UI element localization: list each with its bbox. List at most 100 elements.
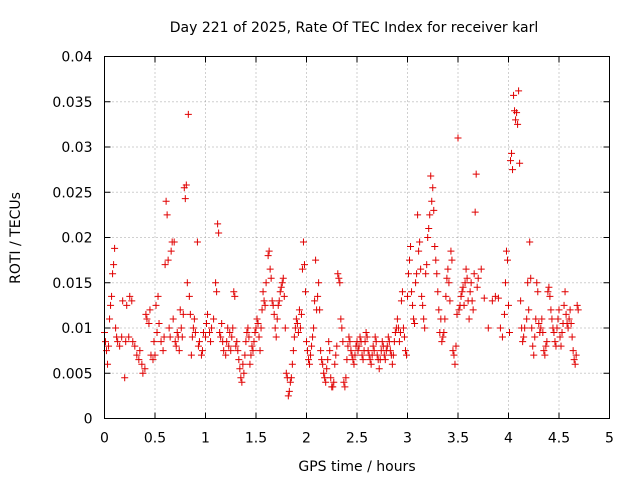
data-point (568, 333, 576, 341)
data-point (401, 347, 409, 355)
data-point (186, 310, 194, 318)
data-point (138, 360, 146, 368)
data-point (354, 347, 362, 355)
data-point (446, 297, 454, 305)
data-point (383, 342, 391, 350)
data-point (418, 292, 426, 300)
data-point (452, 342, 460, 350)
data-point (526, 238, 534, 246)
data-point (293, 319, 301, 327)
data-point (384, 333, 392, 341)
data-point (190, 315, 198, 323)
data-point (538, 315, 546, 323)
data-point (349, 356, 357, 364)
data-point (554, 315, 562, 323)
data-point (367, 360, 375, 368)
data-point (372, 338, 380, 346)
data-point (153, 329, 161, 337)
data-point (312, 256, 320, 264)
data-point (184, 110, 192, 118)
data-point (428, 197, 436, 205)
data-point (351, 351, 359, 359)
data-point (345, 333, 353, 341)
data-point (454, 134, 462, 142)
chart-title: Day 221 of 2025, Rate Of TEC Index for r… (170, 20, 538, 36)
data-point (340, 378, 348, 386)
data-point (191, 329, 199, 337)
data-point (170, 238, 178, 246)
data-point (188, 333, 196, 341)
data-point (250, 338, 258, 346)
data-point (445, 279, 453, 287)
data-point (356, 333, 364, 341)
data-point (557, 342, 565, 350)
data-point (323, 365, 331, 373)
data-point (245, 333, 253, 341)
data-point (102, 338, 110, 346)
data-point (449, 347, 457, 355)
data-point (222, 351, 230, 359)
data-point (249, 347, 257, 355)
data-point (496, 324, 504, 332)
data-point (543, 338, 551, 346)
data-point (573, 301, 581, 309)
data-point (151, 351, 159, 359)
data-point (438, 338, 446, 346)
data-point (161, 261, 169, 269)
data-point (414, 211, 422, 219)
data-point (178, 333, 186, 341)
data-point (422, 270, 430, 278)
data-point (246, 360, 254, 368)
y-tick-label: 0 (84, 412, 93, 428)
data-point (121, 374, 129, 382)
data-point (366, 356, 374, 364)
data-point (337, 315, 345, 323)
data-point (318, 356, 326, 364)
data-point (169, 315, 177, 323)
data-point (247, 351, 255, 359)
data-point (397, 297, 405, 305)
data-point (214, 220, 222, 228)
data-point (284, 392, 292, 400)
data-point (350, 360, 358, 368)
data-point (145, 319, 153, 327)
data-points (101, 87, 582, 400)
data-point (378, 338, 386, 346)
data-point (278, 279, 286, 287)
data-point (304, 347, 312, 355)
data-point (135, 356, 143, 364)
data-point (531, 333, 539, 341)
data-point (253, 315, 261, 323)
data-point (258, 306, 266, 314)
data-point (274, 301, 282, 309)
data-point (154, 292, 162, 300)
data-point (521, 324, 529, 332)
data-point (546, 292, 554, 300)
data-point (461, 279, 469, 287)
data-point (288, 360, 296, 368)
data-point (468, 297, 476, 305)
data-point (239, 360, 247, 368)
data-point (282, 369, 290, 377)
data-point (131, 342, 139, 350)
data-point (197, 351, 205, 359)
data-point (484, 324, 492, 332)
data-point (303, 338, 310, 346)
y-tick-label: 0.015 (52, 276, 92, 292)
data-point (146, 306, 154, 314)
data-point (307, 351, 315, 359)
data-point (235, 356, 243, 364)
data-point (477, 265, 485, 273)
data-point (104, 360, 112, 368)
data-point (194, 342, 202, 350)
data-point (399, 324, 407, 332)
data-point (232, 342, 240, 350)
data-point (520, 333, 528, 341)
data-point (505, 301, 512, 309)
data-point (529, 342, 537, 350)
data-point (395, 338, 403, 346)
data-point (150, 338, 158, 346)
data-point (315, 279, 323, 287)
data-point (217, 333, 225, 341)
data-point (203, 319, 211, 327)
